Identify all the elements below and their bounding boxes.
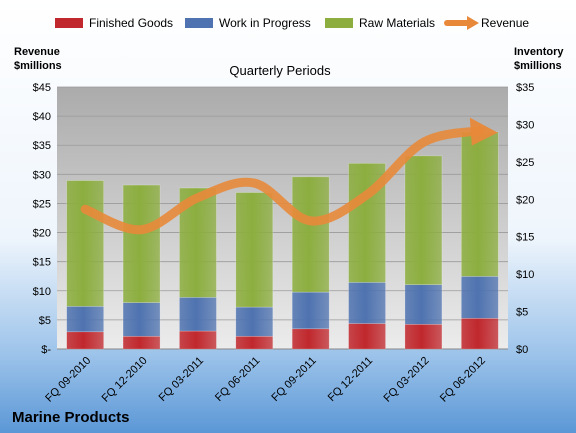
legend-label-finished-goods: Finished Goods bbox=[89, 16, 173, 30]
bar-finished-goods bbox=[404, 323, 443, 350]
bar-finished-goods bbox=[122, 335, 161, 350]
right-tick-label: $10 bbox=[516, 269, 534, 281]
left-tick-label: $15 bbox=[33, 257, 51, 269]
left-axis-title-units: $millions bbox=[14, 60, 62, 72]
bar-work-in-progress bbox=[66, 306, 104, 333]
bar-work-in-progress bbox=[348, 282, 386, 324]
bar-work-in-progress bbox=[404, 284, 443, 325]
right-tick-label: $15 bbox=[516, 232, 534, 244]
right-tick-label: $5 bbox=[516, 307, 528, 319]
legend-swatch-raw-materials bbox=[325, 18, 353, 28]
bar-finished-goods bbox=[348, 323, 386, 350]
left-tick-label: $25 bbox=[33, 198, 51, 210]
left-tick-label: $10 bbox=[33, 286, 51, 298]
right-tick-label: $30 bbox=[516, 119, 534, 131]
right-axis-title-units: $millions bbox=[514, 60, 562, 72]
legend-label-revenue: Revenue bbox=[481, 16, 529, 30]
bar-finished-goods bbox=[235, 335, 274, 350]
chart-subtitle: Quarterly Periods bbox=[229, 63, 331, 78]
bar-raw-materials bbox=[122, 184, 161, 303]
left-axis-title: Revenue bbox=[14, 46, 60, 58]
legend-swatch-finished-goods bbox=[55, 18, 83, 28]
left-tick-label: $40 bbox=[33, 111, 51, 123]
left-tick-label: $30 bbox=[33, 169, 51, 181]
bar-work-in-progress bbox=[235, 306, 274, 337]
bar-raw-materials bbox=[235, 192, 274, 308]
x-tick-label: FQ 06-2011 bbox=[213, 355, 262, 404]
revenue-arrow-head bbox=[469, 117, 498, 146]
left-tick-label: $20 bbox=[33, 228, 51, 240]
bar-raw-materials bbox=[291, 176, 330, 293]
x-tick-label: FQ 12-2010 bbox=[100, 355, 150, 405]
left-tick-label: $5 bbox=[39, 315, 51, 327]
bar-finished-goods bbox=[291, 328, 330, 350]
legend-swatch-work-in-progress bbox=[185, 18, 213, 28]
x-tick-label: FQ 06-2012 bbox=[438, 355, 488, 405]
left-tick-label: $35 bbox=[33, 140, 51, 152]
bar-work-in-progress bbox=[122, 302, 161, 337]
x-tick-label: FQ 09-2010 bbox=[43, 355, 93, 405]
bar-work-in-progress bbox=[291, 291, 330, 330]
x-tick-label: FQ 09-2011 bbox=[269, 355, 318, 404]
right-tick-label: $20 bbox=[516, 194, 534, 206]
right-tick-label: $0 bbox=[516, 344, 528, 356]
bar-raw-materials bbox=[461, 131, 499, 277]
x-tick-label: FQ 12-2011 bbox=[326, 355, 375, 404]
right-tick-label: $35 bbox=[516, 82, 534, 94]
x-tick-label: FQ 03-2011 bbox=[157, 355, 206, 404]
bar-raw-materials bbox=[404, 155, 443, 285]
legend-swatch-arrow bbox=[467, 16, 479, 30]
right-axis-title: Inventory bbox=[514, 46, 564, 58]
right-tick-label: $25 bbox=[516, 157, 534, 169]
left-tick-label: $- bbox=[41, 344, 51, 356]
bar-finished-goods bbox=[179, 330, 217, 350]
revenue-line bbox=[80, 126, 485, 235]
bar-finished-goods bbox=[461, 318, 499, 350]
chart-title: Marine Products bbox=[12, 409, 130, 426]
left-tick-label: $45 bbox=[33, 82, 51, 94]
bar-raw-materials bbox=[66, 180, 104, 307]
bar-finished-goods bbox=[66, 331, 104, 350]
bar-work-in-progress bbox=[461, 276, 499, 319]
bar-work-in-progress bbox=[179, 297, 217, 332]
legend-label-work-in-progress: Work in Progress bbox=[219, 16, 311, 30]
legend-label-raw-materials: Raw Materials bbox=[359, 16, 435, 30]
x-tick-label: FQ 03-2012 bbox=[382, 355, 432, 405]
